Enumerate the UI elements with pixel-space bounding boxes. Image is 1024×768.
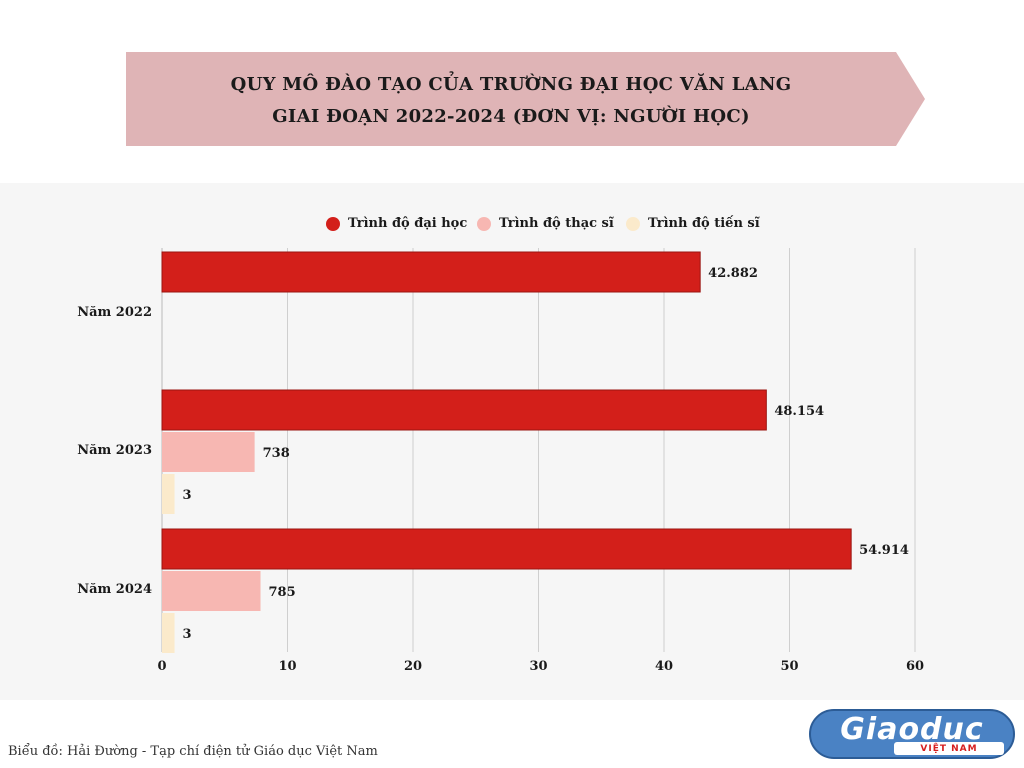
legend-label-tien-si: Trình độ tiến sĩ: [648, 216, 760, 231]
chart-title-line-2: GIAI ĐOẠN 2022-2024 (ĐƠN VỊ: NGƯỜI HỌC): [272, 106, 750, 127]
legend-label-dai-hoc: Trình độ đại học: [348, 216, 468, 231]
logo-word: Giaoduc: [840, 712, 984, 747]
legend-item-tien-si: Trình độ tiến sĩ: [626, 216, 760, 231]
legend-swatch-tien-si: [626, 216, 640, 231]
legend-item-thac-si: Trình độ thạc sĩ: [477, 216, 614, 231]
data-label: 785: [269, 585, 296, 600]
bar: [162, 474, 175, 514]
giaoduc-logo: Giaoduc VIỆT NAM: [808, 708, 1016, 760]
logo-background: [809, 709, 1015, 759]
data-label: 3: [183, 488, 192, 503]
bar: [162, 613, 175, 653]
category-label: Năm 2022: [77, 305, 152, 320]
legend-label-thac-si: Trình độ thạc sĩ: [499, 216, 614, 231]
bar: [162, 432, 255, 472]
x-tick-label: 30: [529, 659, 547, 674]
title-banner: [126, 52, 925, 146]
bar-chart: 0 10 20 30 40 50 60 Năm 2022 42.882 Năm 2023 48.15…: [77, 248, 924, 674]
legend-swatch-thac-si: [477, 216, 491, 231]
bar: [161, 389, 767, 431]
category-label: Năm 2024: [77, 582, 152, 597]
bar: [161, 251, 701, 293]
chart-title-line-1: QUY MÔ ĐÀO TẠO CỦA TRƯỜNG ĐẠI HỌC VĂN LA…: [230, 74, 792, 95]
bar: [161, 528, 852, 570]
legend-item-dai-hoc: Trình độ đại học: [326, 216, 467, 231]
category-label: Năm 2023: [77, 443, 152, 458]
x-tick-label: 60: [906, 659, 924, 674]
x-tick-label: 40: [655, 659, 673, 674]
x-tick-label: 10: [278, 659, 296, 674]
data-label: 48.154: [774, 404, 824, 419]
x-tick-label: 0: [157, 659, 166, 674]
x-tick-label: 50: [780, 659, 798, 674]
data-label: 54.914: [859, 543, 909, 558]
legend-swatch-dai-hoc: [326, 216, 340, 231]
title-banner-shape: [126, 52, 925, 146]
data-label: 738: [263, 446, 290, 461]
footer-credit: Biểu đồ: Hải Đường - Tạp chí điện tử Giá…: [8, 744, 378, 759]
logo-subtext: VIỆT NAM: [920, 744, 978, 754]
bar: [162, 571, 261, 611]
legend: Trình độ đại học Trình độ thạc sĩ Trình …: [0, 216, 1024, 236]
data-label: 42.882: [708, 266, 758, 281]
x-tick-label: 20: [404, 659, 422, 674]
data-label: 3: [183, 627, 192, 642]
